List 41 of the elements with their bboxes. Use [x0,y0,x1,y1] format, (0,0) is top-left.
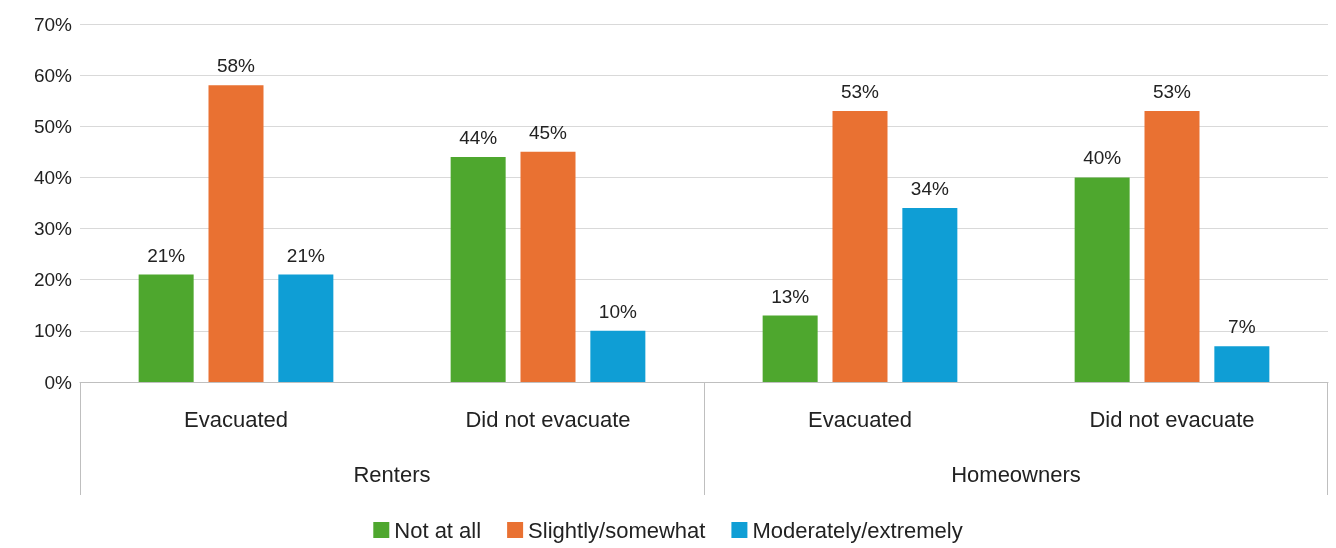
data-label: 21% [147,244,186,266]
bar [138,274,194,382]
data-label: 53% [1152,80,1192,102]
bar [1144,110,1200,382]
bar [520,151,576,382]
bar [590,330,646,382]
text: Homeowners [950,462,1082,488]
x-tick-label: Evacuated [184,406,288,432]
data-label: 21% [286,244,325,266]
bar [902,208,958,382]
data-label: 7% [1228,316,1256,338]
x-tick-label: Did not evacuate [1089,406,1255,432]
y-tick-label: 10% [33,320,73,342]
bar [278,274,334,382]
bar [208,85,264,382]
data-label: 13% [771,285,810,307]
data-label: 40% [1083,147,1122,169]
y-tick-label: 70% [33,13,73,35]
bar [762,315,818,382]
y-tick-label: 30% [33,218,73,240]
data-label: 44% [459,126,498,148]
data-label: 53% [840,80,880,102]
data-label: 10% [598,300,637,322]
data-label: 45% [528,121,568,143]
data-label: 58% [216,55,256,77]
y-tick-label: 50% [33,115,73,137]
bar [832,110,888,382]
y-tick-label: 40% [33,166,73,188]
y-tick-label: 0% [44,371,73,393]
y-tick-label: 60% [33,64,73,86]
legend-label: Moderately/extremely [752,517,963,543]
bar [1214,346,1270,382]
data-label: 34% [910,178,949,200]
legend-label: Slightly/somewhat [528,517,706,543]
x-tick-label: Did not evacuate [465,406,631,432]
legend-label: Not at all [394,517,482,543]
bar [1074,177,1130,382]
text: Renters [352,462,432,488]
x-tick-label: Evacuated [808,406,912,432]
bar [450,156,506,382]
y-tick-label: 20% [33,269,73,291]
